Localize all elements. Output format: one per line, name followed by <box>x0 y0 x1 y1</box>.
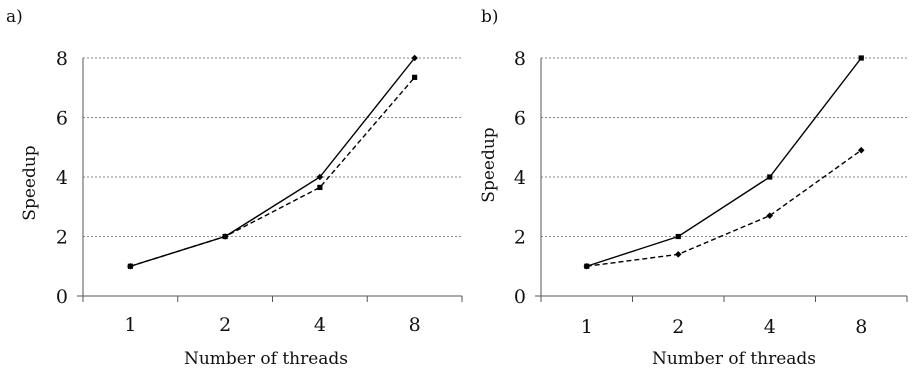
data-point-b-1 <box>675 233 681 240</box>
data-point-b-2 <box>583 262 591 270</box>
x-tick-label-b: 8 <box>855 316 867 338</box>
x-tick-label-a: 4 <box>314 314 326 336</box>
data-point-a-1 <box>316 173 324 181</box>
x-axis-title-b: Number of threads <box>652 349 816 369</box>
y-tick-label-a: 4 <box>56 167 68 189</box>
data-point-b-2 <box>674 251 682 258</box>
data-point-a-2 <box>222 233 228 240</box>
data-point-a-2 <box>127 263 133 269</box>
panel-label-b: b) <box>481 7 499 27</box>
y-tick-label-b: 8 <box>514 48 526 70</box>
y-tick-label-a: 0 <box>56 286 68 308</box>
x-tick-label-b: 4 <box>764 316 776 338</box>
series-line-b-1 <box>586 57 862 267</box>
series-line-b-2 <box>586 149 862 267</box>
x-tick-label-b: 1 <box>581 316 593 338</box>
x-tick-label-b: 2 <box>672 316 684 338</box>
x-tick-label-a: 8 <box>409 314 421 336</box>
y-tick-label-b: 0 <box>514 286 526 308</box>
y-axis-title-b: Speedup <box>479 127 499 202</box>
data-point-a-2 <box>317 184 323 191</box>
data-point-a-2 <box>412 74 418 80</box>
y-axis-title-a: Speedup <box>20 145 40 220</box>
chart-panel-a: a) Speedup Number of threads 0 2 4 6 8 1 2 4 8 <box>6 7 463 369</box>
x-tick-label-a: 2 <box>219 314 231 336</box>
data-point-b-1 <box>767 174 773 180</box>
y-tick-label-b: 2 <box>514 227 526 249</box>
panel-label-a: a) <box>6 7 23 27</box>
y-tick-label-a: 6 <box>56 108 68 130</box>
x-axis-title-a: Number of threads <box>184 349 348 369</box>
series-line-a-2 <box>130 76 416 267</box>
series-line-a-1 <box>130 57 416 267</box>
chart-panel-b: b) Speedup Number of threads 0 2 4 6 8 1 2 4 8 <box>479 7 908 369</box>
x-tick-label-a: 1 <box>124 314 136 336</box>
y-tick-label-a: 8 <box>56 48 68 70</box>
y-tick-label-a: 2 <box>56 227 68 249</box>
y-tick-label-b: 4 <box>514 167 526 189</box>
data-point-b-2 <box>766 212 774 219</box>
y-tick-label-b: 6 <box>514 108 526 130</box>
data-point-b-2 <box>857 146 865 154</box>
data-point-b-1 <box>858 55 864 61</box>
data-point-a-1 <box>411 54 418 62</box>
